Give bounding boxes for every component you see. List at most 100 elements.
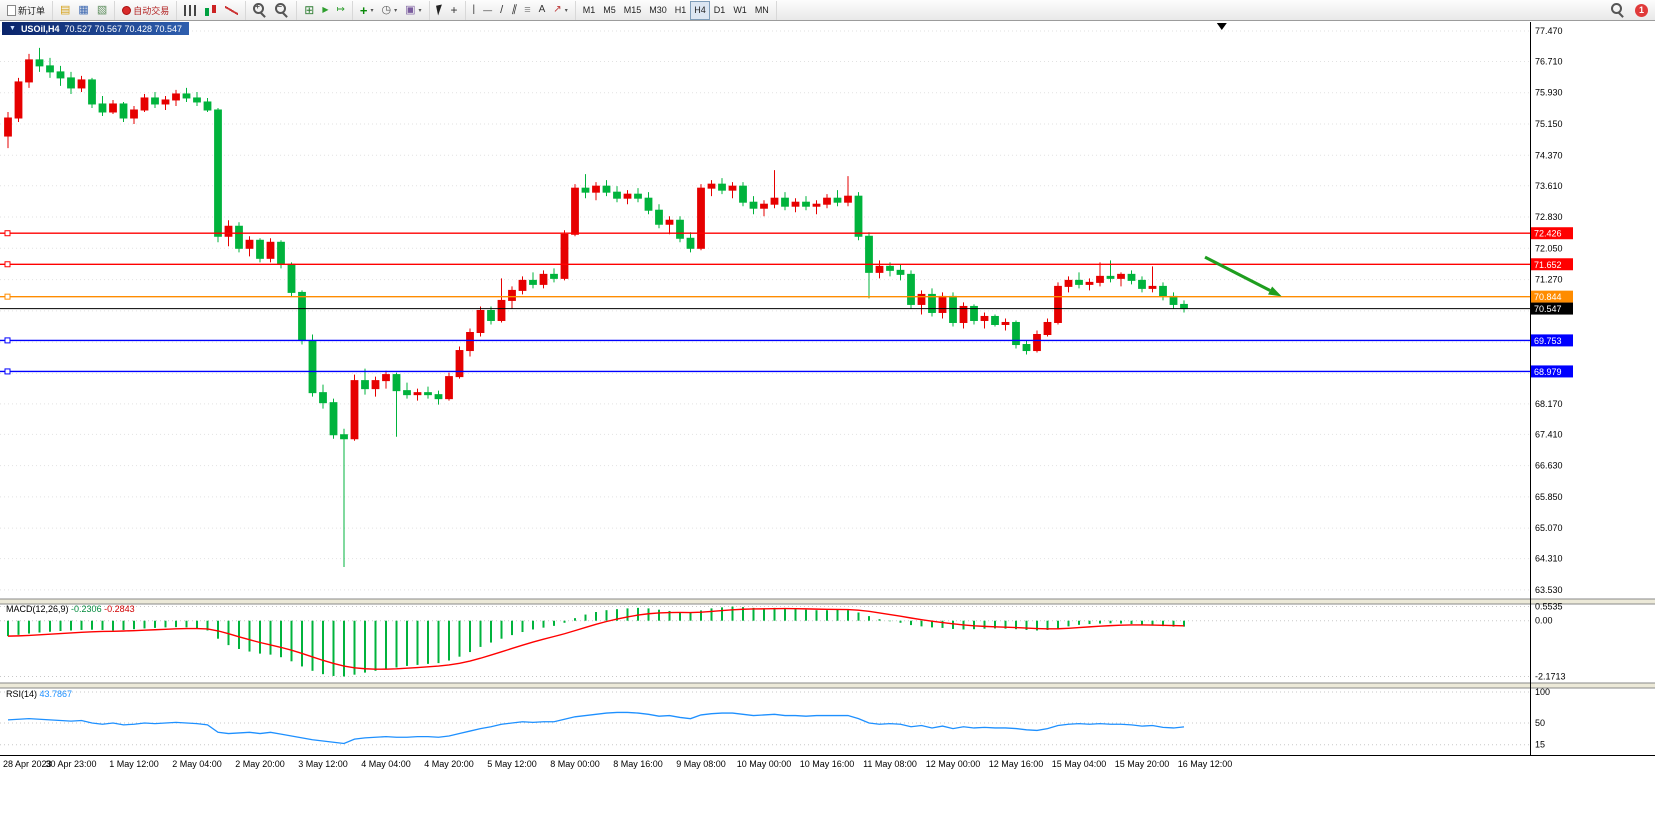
resistance-line-1-tag-label: 72.426	[1534, 229, 1562, 239]
candle	[1033, 334, 1041, 352]
panel-separator[interactable]	[0, 683, 1655, 688]
macd-panel-label: MACD(12,26,9) -0.2306 -0.2843	[6, 604, 135, 614]
search-button[interactable]	[1607, 1, 1629, 20]
tf-m15-button[interactable]: M15	[620, 1, 646, 20]
resistance-line-2-tag-label: 71.652	[1534, 260, 1562, 270]
auto-scroll-button[interactable]: ▶	[318, 1, 332, 20]
candle	[875, 265, 884, 273]
collapse-icon[interactable]: ▼	[9, 25, 16, 32]
dropdown-arrow-icon[interactable]: ▾	[564, 7, 568, 14]
price-axis-label: 68.170	[1535, 399, 1563, 409]
candle	[623, 193, 632, 199]
notification-badge[interactable]: 1	[1635, 3, 1648, 17]
candle	[529, 279, 537, 285]
time-axis-label: 15 May 04:00	[1052, 759, 1107, 769]
tf-m5-button-label: M5	[603, 5, 616, 15]
support-line-1-handle[interactable]	[4, 337, 11, 344]
channel-button[interactable]: ∥	[507, 1, 520, 20]
tf-m1-button[interactable]: M1	[579, 1, 600, 20]
candle	[697, 187, 705, 249]
candle	[25, 59, 33, 83]
crosshair-button[interactable]: +	[447, 1, 462, 20]
tf-h4-button[interactable]: H4	[690, 0, 710, 20]
chart-shift-marker[interactable]	[1216, 23, 1227, 30]
autotrading-button[interactable]: 自动交易	[118, 1, 173, 20]
support-line-1-tag-label: 69.753	[1534, 336, 1562, 346]
tf-m30-button[interactable]: M30	[645, 1, 671, 20]
zoom-out-button[interactable]	[271, 1, 293, 20]
cursor-button[interactable]	[433, 1, 447, 20]
tf-m5-button[interactable]: M5	[599, 1, 620, 20]
rsi-value: 43.7867	[39, 689, 73, 699]
candle	[235, 225, 243, 249]
candle	[854, 195, 863, 237]
tf-w1-button[interactable]: W1	[729, 1, 751, 20]
candle	[382, 374, 390, 382]
toolbar-group-order: 新订单	[0, 0, 54, 20]
templates-button[interactable]: ▣ ▾	[401, 1, 425, 20]
candle	[193, 97, 201, 103]
macd-main-value: -0.2306	[71, 604, 102, 614]
rsi-line	[7, 711, 1185, 745]
tf-d1-button-label: D1	[713, 5, 726, 15]
neworder-icon	[7, 4, 16, 16]
indicators-icon: +	[359, 2, 368, 18]
pivot-line-handle[interactable]	[4, 293, 11, 300]
panel-separator[interactable]	[0, 599, 1655, 604]
candle	[1096, 275, 1104, 283]
tf-mn-button[interactable]: MN	[751, 1, 773, 20]
chart-shift-button[interactable]: ↦	[332, 1, 348, 20]
candle	[938, 295, 947, 313]
price-axis-label: 72.830	[1535, 212, 1563, 222]
resistance-line-2-handle[interactable]	[4, 261, 11, 268]
new-order-button-label: 新订单	[18, 5, 46, 16]
candle	[172, 93, 180, 101]
dropdown-arrow-icon[interactable]: ▾	[394, 7, 398, 14]
candle	[277, 241, 285, 265]
rsi-label: RSI(14)	[6, 689, 38, 699]
trendline-button[interactable]: /	[496, 1, 507, 20]
candle	[392, 374, 401, 392]
time-axis-label: 10 May 16:00	[800, 759, 855, 769]
market-watch-button[interactable]: ▦	[74, 1, 92, 20]
trend-arrow-head[interactable]	[1268, 286, 1282, 297]
candlestick-chart-button[interactable]	[200, 1, 221, 20]
candle	[361, 380, 369, 390]
tf-d1-button[interactable]: D1	[710, 1, 730, 20]
candle	[896, 269, 905, 275]
resistance-line-1-handle[interactable]	[4, 230, 11, 237]
resistance-line-2-tag	[1531, 258, 1573, 271]
line-chart-button[interactable]	[221, 1, 242, 20]
vertical-line-button[interactable]: |	[469, 1, 480, 20]
candle	[340, 434, 348, 440]
dropdown-arrow-icon[interactable]: ▾	[370, 7, 374, 14]
support-line-2-handle[interactable]	[4, 368, 11, 375]
periods-button[interactable]: ◷ ▾	[377, 1, 401, 20]
new-order-button[interactable]: 新订单	[3, 1, 49, 20]
navigator-button[interactable]: ▧	[93, 1, 111, 20]
candle	[329, 402, 338, 436]
bar-chart-button[interactable]	[180, 1, 200, 20]
time-axis-label: 3 May 12:00	[298, 759, 348, 769]
fibonacci-button[interactable]: ≡	[520, 1, 534, 20]
text-button[interactable]: A	[535, 1, 550, 20]
autotrading-icon	[122, 5, 132, 15]
horizontal-line-button[interactable]: —	[479, 1, 496, 20]
candle	[319, 392, 327, 404]
pivot-line-tag-label: 70.844	[1534, 292, 1562, 302]
trend-arrow[interactable]	[1204, 255, 1271, 292]
candle	[266, 241, 275, 259]
candle	[46, 65, 54, 73]
dropdown-arrow-icon[interactable]: ▾	[418, 7, 422, 14]
chart-titlebar[interactable]: ▼ USOil,H4 70.527 70.567 70.428 70.547	[2, 22, 190, 35]
tile-windows-button[interactable]: ⊞	[300, 1, 318, 20]
price-axis-label: 64.310	[1535, 554, 1563, 564]
tf-h1-button[interactable]: H1	[671, 1, 691, 20]
charts-button[interactable]: ▤	[56, 1, 74, 20]
arrows-button[interactable]: ↗ ▾	[549, 1, 571, 20]
price-axis-label: 71.270	[1535, 275, 1563, 285]
zoom-in-button[interactable]	[249, 1, 271, 20]
candle	[644, 197, 653, 211]
indicators-button[interactable]: + ▾	[356, 1, 378, 20]
